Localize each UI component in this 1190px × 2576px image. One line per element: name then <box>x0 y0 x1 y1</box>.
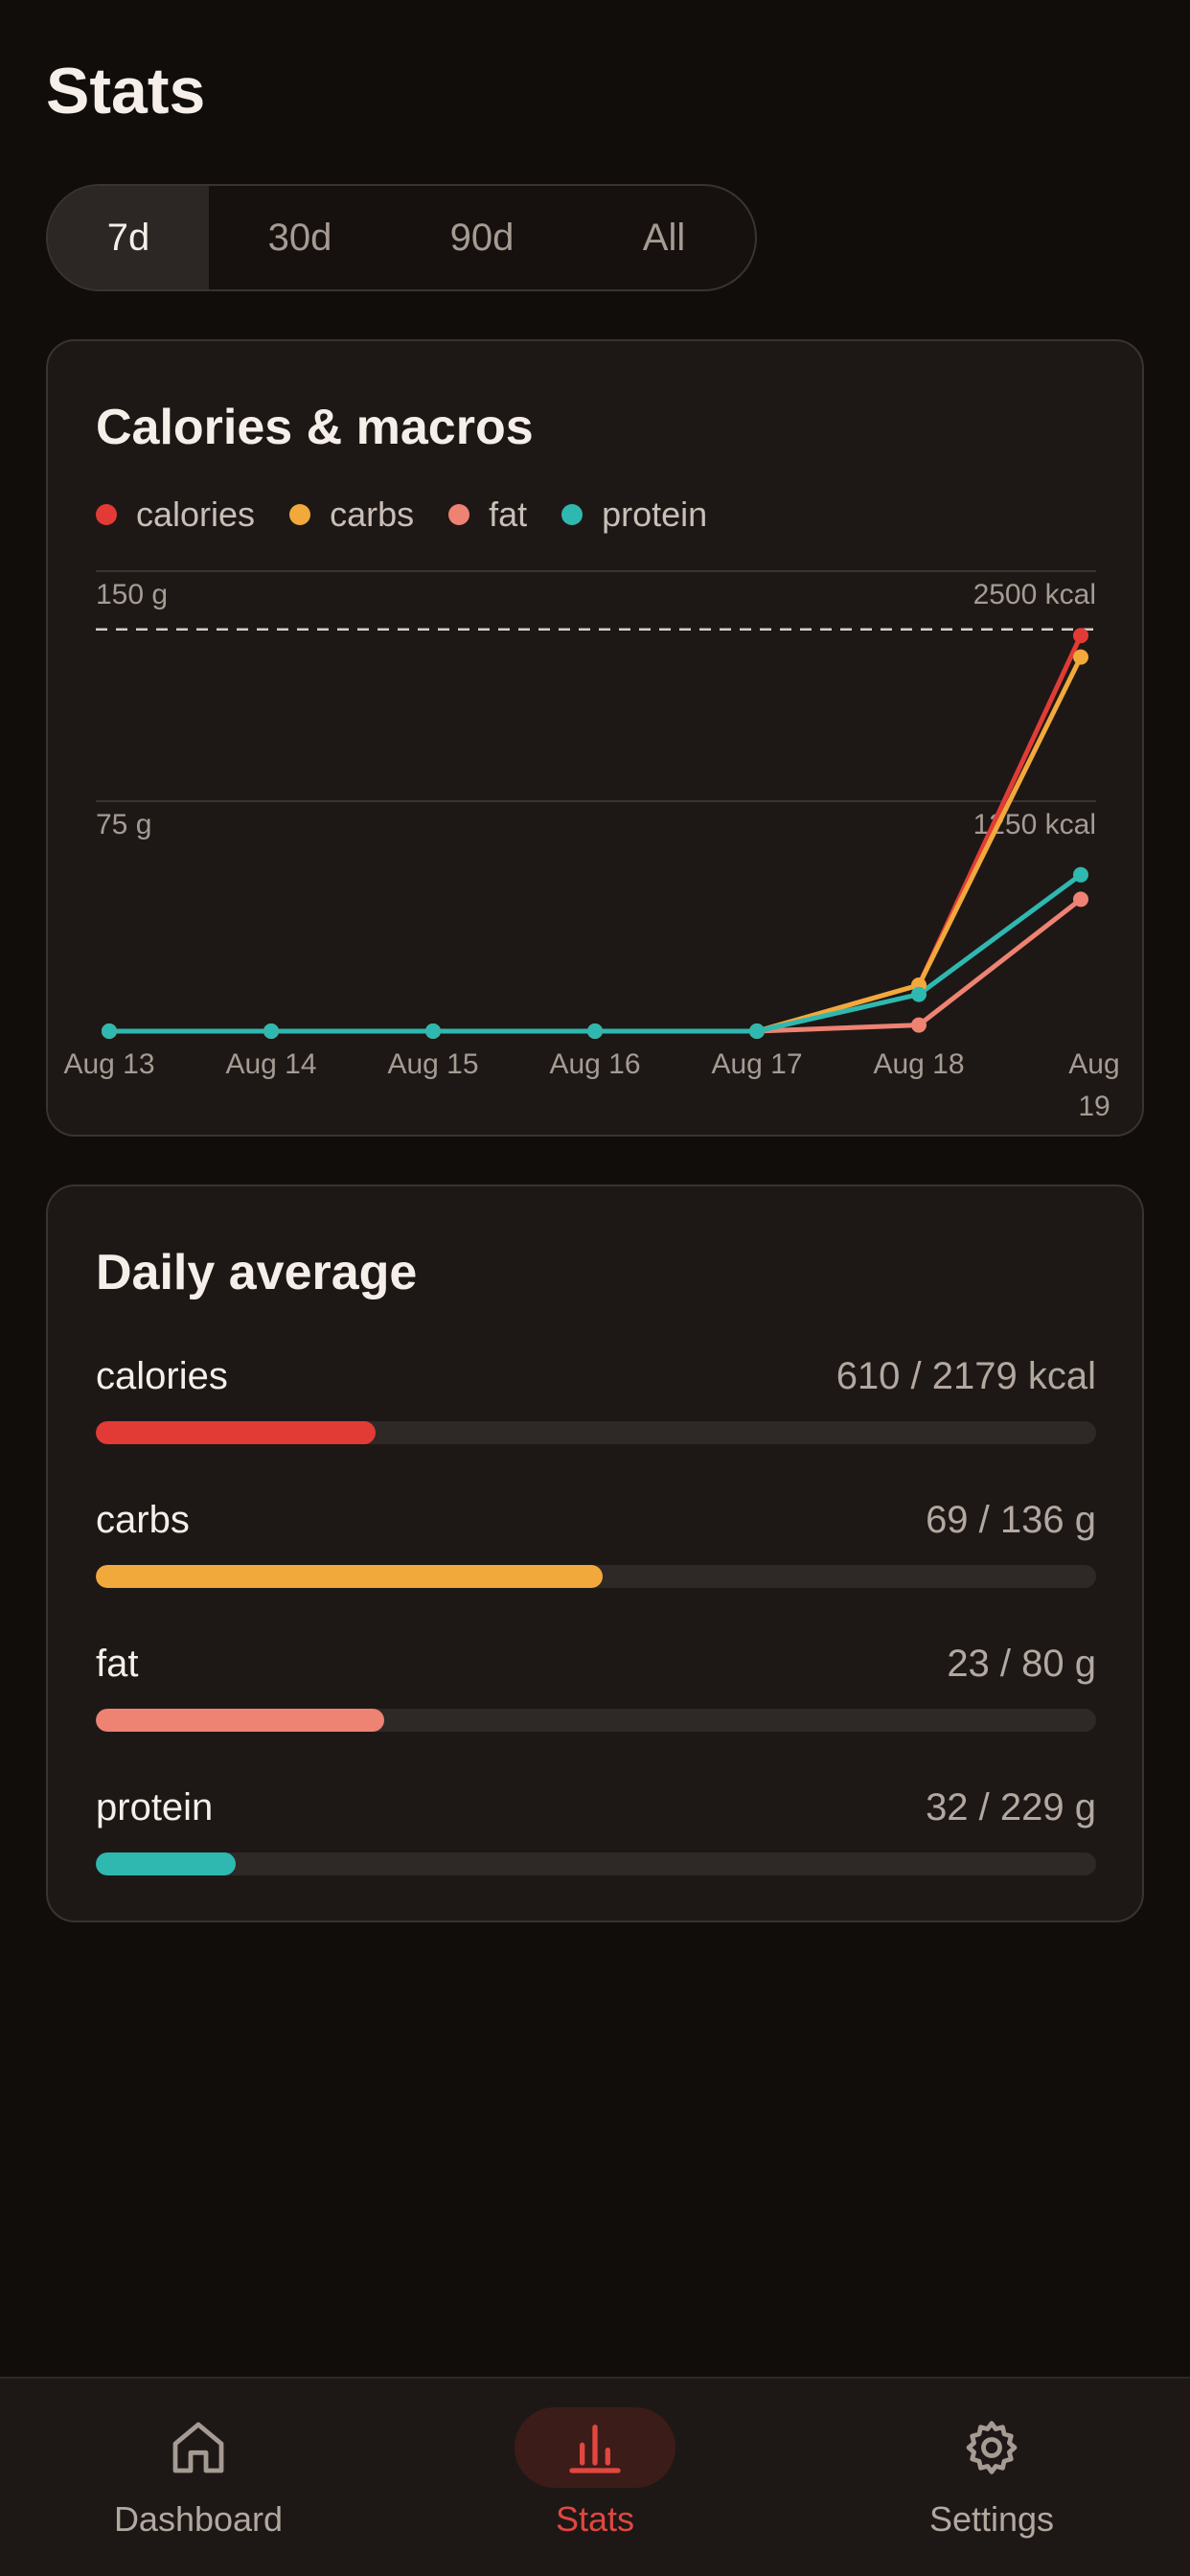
legend-item-fat: fat <box>448 494 527 535</box>
average-value-carbs: 69 / 136 g <box>926 1499 1096 1541</box>
average-label-protein: protein <box>96 1786 214 1828</box>
chart-card: Calories & macros calories carbs fat pro… <box>46 339 1144 1137</box>
x-tick-label-0: Aug 13 <box>63 1048 154 1080</box>
tab-label-dashboard: Dashboard <box>113 2499 284 2539</box>
range-tab-90d[interactable]: 90d <box>449 216 515 259</box>
legend-item-calories: calories <box>96 494 255 535</box>
data-point-protein-1 <box>263 1024 279 1039</box>
y-left-tick-top: 150 g <box>96 579 168 610</box>
range-selector: 7d 30d 90d All <box>46 184 757 291</box>
legend-label-fat: fat <box>489 494 528 534</box>
x-tick-label-5: Aug 18 <box>873 1048 964 1080</box>
progress-track-protein <box>96 1852 1096 1875</box>
progress-fill-protein <box>96 1852 237 1875</box>
page-title: Stats <box>46 55 206 127</box>
data-point-protein-6 <box>1073 866 1088 883</box>
data-point-fat-6 <box>1073 891 1088 908</box>
x-tick-label-1: Aug 14 <box>225 1048 316 1080</box>
x-tick-label-2: Aug 15 <box>387 1048 478 1080</box>
average-label-calories: calories <box>96 1355 228 1397</box>
legend-label-protein: protein <box>602 494 708 534</box>
data-point-protein-4 <box>749 1024 765 1039</box>
data-point-fat-5 <box>911 1017 927 1033</box>
average-row-carbs: carbs 69 / 136 g <box>96 1499 1096 1588</box>
average-value-calories: 610 / 2179 kcal <box>835 1355 1096 1397</box>
series-line-calories <box>106 632 1084 1034</box>
progress-fill-carbs <box>96 1565 604 1588</box>
data-point-calories-6 <box>1073 628 1088 644</box>
legend-dot-carbs <box>289 504 311 525</box>
progress-track-fat <box>96 1709 1096 1732</box>
average-label-carbs: carbs <box>96 1499 190 1541</box>
tab-label-stats: Stats <box>555 2499 635 2539</box>
daily-average-title: Daily average <box>96 1245 418 1300</box>
home-icon <box>118 2407 279 2488</box>
chart-legend: calories carbs fat protein <box>96 494 742 535</box>
average-row-fat: fat 23 / 80 g <box>96 1643 1096 1732</box>
x-tick-label-4: Aug 17 <box>711 1048 802 1080</box>
gear-icon <box>911 2407 1072 2488</box>
bottom-tab-bar: Dashboard Stats Settings <box>0 2377 1190 2576</box>
series-line-carbs <box>106 655 1084 1034</box>
range-tab-all[interactable]: All <box>642 216 686 259</box>
y-left-tick-mid: 75 g <box>96 809 151 840</box>
data-point-protein-3 <box>587 1024 603 1039</box>
tab-dashboard[interactable]: Dashboard <box>55 2407 342 2561</box>
legend-dot-calories <box>96 504 117 525</box>
daily-average-card: Daily average calories 610 / 2179 kcal c… <box>46 1184 1144 1922</box>
progress-fill-calories <box>96 1421 377 1444</box>
tab-settings[interactable]: Settings <box>848 2407 1135 2561</box>
bar-chart-icon <box>515 2407 675 2488</box>
range-tab-30d[interactable]: 30d <box>267 216 332 259</box>
legend-label-calories: calories <box>136 494 256 534</box>
series-line-fat <box>106 896 1084 1034</box>
x-tick-label-6: Aug 19 <box>1068 1048 1119 1122</box>
legend-dot-fat <box>448 504 470 525</box>
progress-fill-fat <box>96 1709 384 1732</box>
data-point-carbs-6 <box>1073 649 1088 665</box>
tab-stats[interactable]: Stats <box>451 2407 739 2561</box>
average-value-protein: 32 / 229 g <box>926 1786 1096 1828</box>
legend-item-protein: protein <box>561 494 707 535</box>
y-right-tick-top: 2500 kcal <box>973 579 1096 610</box>
average-row-calories: calories 610 / 2179 kcal <box>96 1355 1096 1444</box>
x-tick-label-3: Aug 16 <box>549 1048 640 1080</box>
data-point-protein-0 <box>102 1024 117 1039</box>
data-point-protein-5 <box>911 986 927 1002</box>
progress-track-carbs <box>96 1565 1096 1588</box>
average-label-fat: fat <box>96 1643 139 1685</box>
average-value-fat: 23 / 80 g <box>947 1643 1096 1685</box>
data-point-protein-2 <box>425 1024 441 1039</box>
range-tab-7d[interactable]: 7d <box>48 186 209 289</box>
legend-dot-protein <box>561 504 584 525</box>
tab-label-settings: Settings <box>928 2499 1055 2539</box>
legend-item-carbs: carbs <box>289 494 414 535</box>
legend-label-carbs: carbs <box>330 494 415 534</box>
chart-card-title: Calories & macros <box>96 400 534 455</box>
average-row-protein: protein 32 / 229 g <box>96 1786 1096 1875</box>
progress-track-calories <box>96 1421 1096 1444</box>
